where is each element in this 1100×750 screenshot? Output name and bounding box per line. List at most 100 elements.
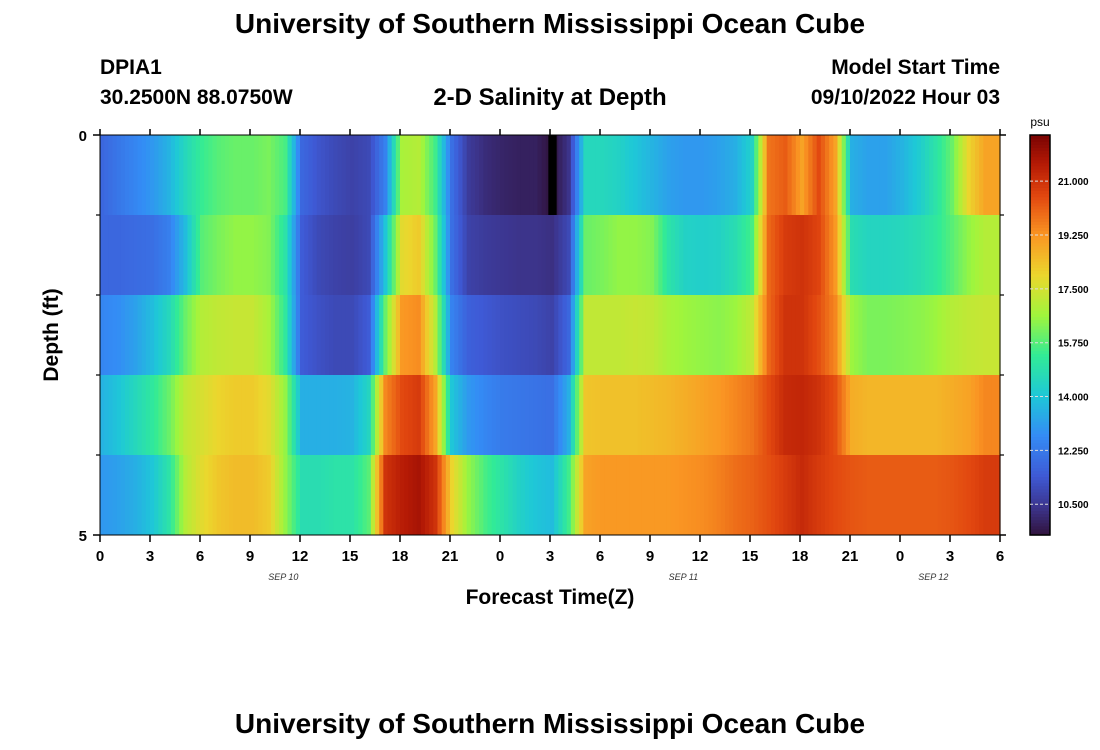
heatmap-cell xyxy=(433,135,439,215)
heatmap-cell xyxy=(575,375,580,455)
heatmap-cell xyxy=(137,295,143,375)
colorbar-segment xyxy=(1030,467,1050,471)
heatmap-cell xyxy=(579,135,584,215)
colorbar-segment xyxy=(1030,408,1050,413)
colorbar-segment xyxy=(1030,298,1050,302)
heatmap-cell xyxy=(166,295,172,375)
heatmap-cell xyxy=(495,295,501,375)
heatmap-cell xyxy=(908,375,914,455)
heatmap-cell xyxy=(608,135,614,215)
heatmap-cell xyxy=(520,375,526,455)
heatmap-cell xyxy=(975,135,980,215)
heatmap-cell xyxy=(808,455,814,535)
heatmap-cell xyxy=(287,375,293,455)
heatmap-cell xyxy=(112,375,118,455)
heatmap-cell xyxy=(279,375,284,455)
heatmap-cell xyxy=(333,295,339,375)
heatmap-cell xyxy=(845,215,851,295)
heatmap-cell xyxy=(545,215,551,295)
heatmap-cell xyxy=(379,375,384,455)
heatmap-cell xyxy=(166,215,172,295)
heatmap-cell xyxy=(283,135,289,215)
heatmap-cell xyxy=(750,375,755,455)
heatmap-cell xyxy=(725,375,730,455)
heatmap-cell xyxy=(150,215,155,295)
heatmap-cell xyxy=(766,215,772,295)
heatmap-cell xyxy=(266,375,272,455)
heatmap-cell xyxy=(820,295,826,375)
heatmap-cell xyxy=(479,215,484,295)
heatmap-cell xyxy=(537,135,543,215)
heatmap-cell xyxy=(633,455,639,535)
heatmap-cell xyxy=(654,375,659,455)
heatmap-cell xyxy=(295,215,301,295)
heatmap-cell xyxy=(983,375,989,455)
heatmap-cell xyxy=(945,295,951,375)
heatmap-cell xyxy=(425,215,430,295)
heatmap-cell xyxy=(870,295,876,375)
heatmap-cell xyxy=(479,135,484,215)
heatmap-cell xyxy=(395,215,401,295)
heatmap-cell xyxy=(841,135,847,215)
heatmap-cell xyxy=(325,455,330,535)
heatmap-cell xyxy=(829,375,834,455)
heatmap-cell xyxy=(675,295,680,375)
heatmap-cell xyxy=(466,455,472,535)
heatmap-cell xyxy=(333,455,339,535)
heatmap-cell xyxy=(758,295,764,375)
heatmap-cell xyxy=(612,215,618,295)
heatmap-cell xyxy=(383,295,389,375)
colorbar-segment xyxy=(1030,242,1050,247)
heatmap-cell xyxy=(408,455,414,535)
heatmap-cell xyxy=(375,135,380,215)
heatmap-cell xyxy=(212,135,218,215)
heatmap-cell xyxy=(716,295,722,375)
heatmap-cell xyxy=(437,455,443,535)
heatmap-cell xyxy=(258,135,264,215)
heatmap-cell xyxy=(916,455,922,535)
heatmap-cell xyxy=(941,295,947,375)
heatmap-cell xyxy=(175,375,180,455)
heatmap-cell xyxy=(337,455,343,535)
heatmap-cell xyxy=(387,135,393,215)
heatmap-cell xyxy=(970,295,976,375)
heatmap-cell xyxy=(387,375,393,455)
heatmap-cell xyxy=(325,295,330,375)
heatmap-cell xyxy=(666,215,672,295)
heatmap-cell xyxy=(983,455,989,535)
heatmap-cell xyxy=(383,215,389,295)
heatmap-cell xyxy=(412,295,418,375)
heatmap-cell xyxy=(308,455,314,535)
heatmap-cell xyxy=(191,455,197,535)
heatmap-cell xyxy=(933,295,939,375)
heatmap-cell xyxy=(316,455,322,535)
x-tick-label: 9 xyxy=(246,548,254,565)
heatmap-cell xyxy=(945,375,951,455)
heatmap-cell xyxy=(920,215,926,295)
x-tick-label: 21 xyxy=(842,548,859,565)
heatmap-cell xyxy=(554,455,559,535)
heatmap-cell xyxy=(375,375,380,455)
heatmap-cell xyxy=(779,295,784,375)
colorbar-segment xyxy=(1030,258,1050,262)
heatmap-cell xyxy=(516,135,522,215)
heatmap-cell xyxy=(850,375,855,455)
heatmap-cell xyxy=(870,455,876,535)
heatmap-cell xyxy=(266,215,272,295)
heatmap-cell xyxy=(191,375,197,455)
x-tick-label: 12 xyxy=(292,548,309,565)
heatmap-cell xyxy=(845,295,851,375)
heatmap-cell xyxy=(883,455,889,535)
heatmap-cell xyxy=(450,215,455,295)
heatmap-cell xyxy=(379,295,384,375)
heatmap-cell xyxy=(245,375,251,455)
heatmap-cell xyxy=(358,455,364,535)
heatmap-cell xyxy=(216,455,222,535)
heatmap-cell xyxy=(204,375,209,455)
heatmap-cell xyxy=(791,135,797,215)
heatmap-cell xyxy=(525,455,530,535)
heatmap-cell xyxy=(716,215,722,295)
heatmap-cell xyxy=(479,375,484,455)
heatmap-cell xyxy=(308,135,314,215)
heatmap-cell xyxy=(304,135,309,215)
